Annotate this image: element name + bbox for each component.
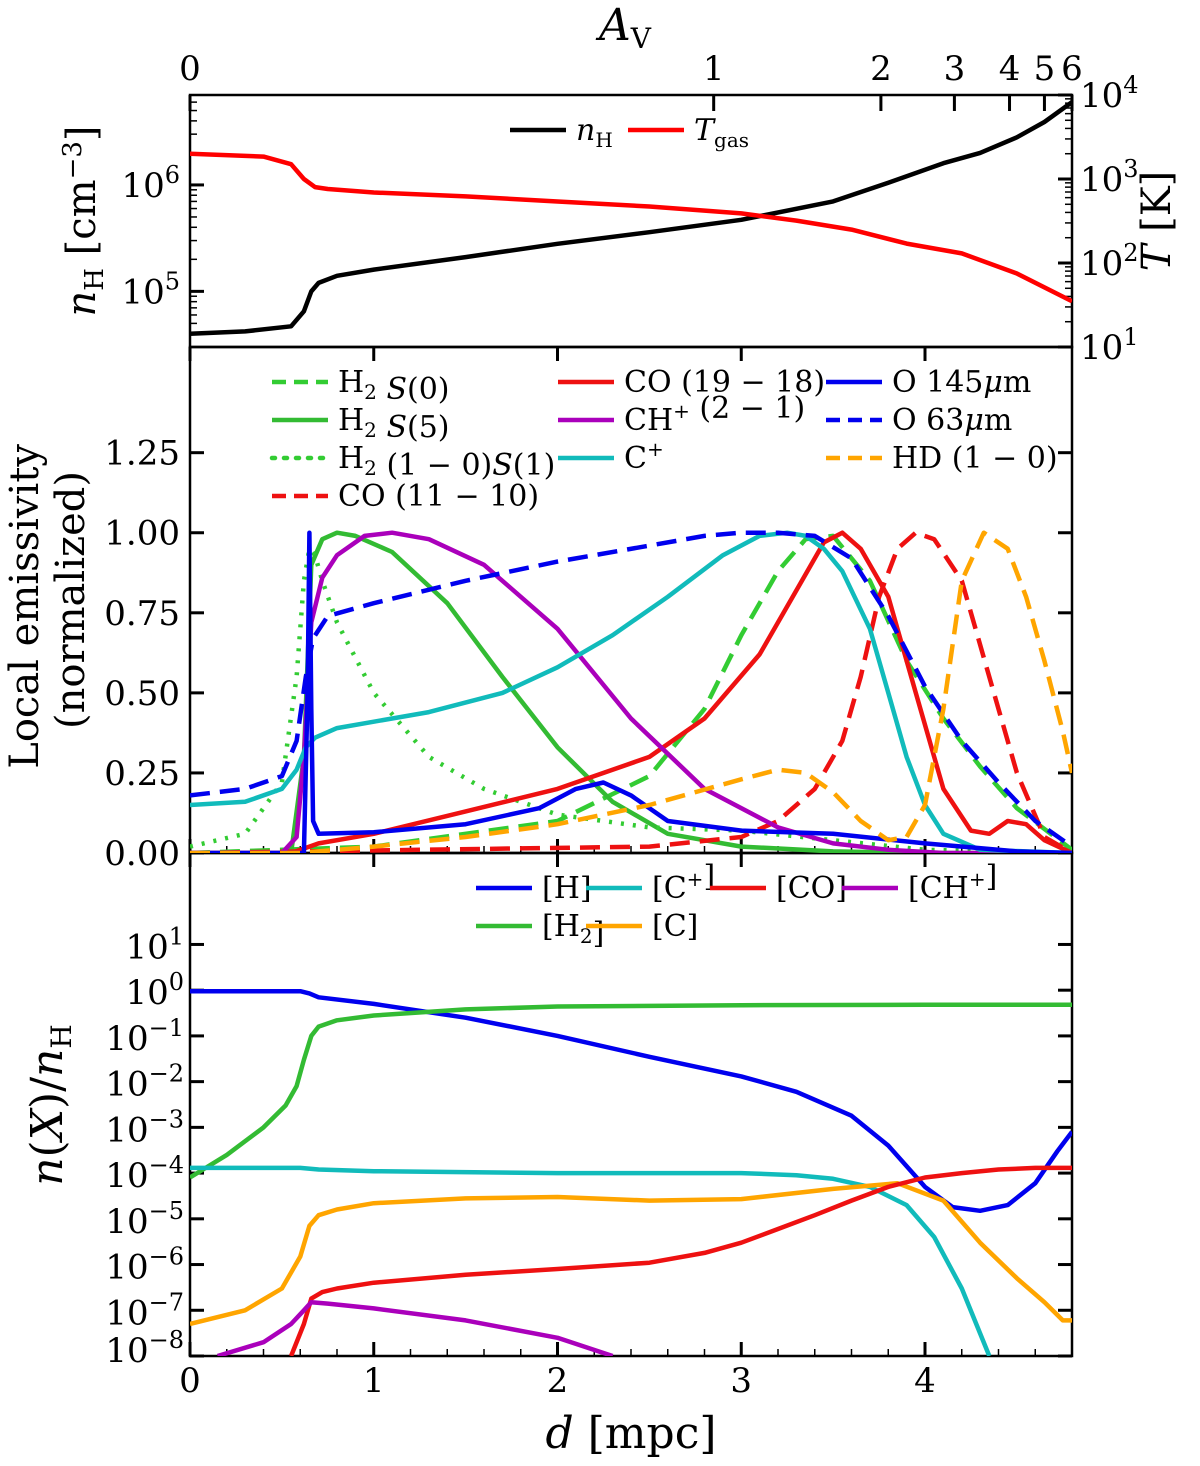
legend-o-145-m-label: O 145μm xyxy=(892,365,1031,400)
axis-ticks xyxy=(188,93,1074,1358)
emis-tick-label: 0.75 xyxy=(104,594,180,634)
bottom-series-co xyxy=(289,1165,1072,1356)
t-tick-label: 102 xyxy=(1080,239,1139,284)
legend-o-63-m-label: O 63μm xyxy=(892,403,1012,438)
legend-co-19-18-label: CO (19 − 18) xyxy=(624,365,825,400)
bottom-series-c xyxy=(190,1165,992,1356)
legend-nh-label: nH xyxy=(576,113,613,152)
av-tick-label: 3 xyxy=(944,49,966,89)
emis-tick-label: 0.25 xyxy=(104,754,180,794)
middle-series-h2-1-0-s-1 xyxy=(190,546,1072,853)
emis-tick-label: 1.25 xyxy=(104,434,180,474)
legend-h2-1-0-s-1-label: H2 (1 − 0)S(1) xyxy=(338,441,555,483)
av-tick-label: 2 xyxy=(870,49,892,89)
x-tick-label: 0 xyxy=(179,1361,201,1401)
middle-legend: H2 S(0)H2 S(5)H2 (1 − 0)S(1)CO (11 − 10)… xyxy=(269,365,1058,514)
bottom-series-ch xyxy=(216,1299,614,1356)
abund-tick-label: 10−1 xyxy=(105,1014,184,1059)
legend-h2-s-0-label: H2 S(0) xyxy=(338,365,450,407)
nh-tick-label: 106 xyxy=(121,161,180,206)
emis-tick-label: 0.00 xyxy=(104,834,180,874)
t-tick-label: 103 xyxy=(1080,155,1139,200)
av-tick-label: 5 xyxy=(1034,49,1056,89)
legend-hd-1-0-label: HD (1 − 0) xyxy=(892,441,1058,476)
bottom-axis-label: n(X)/nH xyxy=(22,1024,78,1186)
abund-tick-label: 10−7 xyxy=(105,1288,184,1333)
bottom-series-h xyxy=(190,988,1072,1214)
top-left-axis-label: nH [cm−3] xyxy=(58,125,110,316)
top-right-axis-label: T [K] xyxy=(1134,171,1180,272)
bottom-legend: [H] [C+] [CO] [CH+] [H2] [C] xyxy=(476,859,997,951)
legend-c-label: [C+] xyxy=(652,859,715,906)
top-panel-curves xyxy=(190,100,1072,336)
top-panel-frame xyxy=(188,93,1074,349)
x-axis-label: d [mpc] xyxy=(545,1408,716,1459)
middle-panel-curves xyxy=(190,530,1072,853)
middle-series-co-19-18 xyxy=(190,530,1072,853)
tick-labels: 0 1 2 3 40 1 2 3 4 5 61051061011021031040.000.250.… xyxy=(104,49,1138,1401)
nh-tick-label: 105 xyxy=(121,267,180,312)
legend-h2-s-5-label: H2 S(5) xyxy=(338,403,450,445)
abund-tick-label: 10−3 xyxy=(105,1105,184,1150)
abund-tick-label: 100 xyxy=(125,968,184,1013)
middle-series-o-63-m xyxy=(190,530,1072,849)
av-tick-label: 6 xyxy=(1061,49,1083,89)
middle-series-hd-1-0 xyxy=(190,530,1072,853)
abund-tick-label: 10−6 xyxy=(105,1243,184,1288)
x-tick-label: 3 xyxy=(730,1361,752,1401)
av-tick-label: 1 xyxy=(703,49,725,89)
bottom-series-c xyxy=(190,1180,1072,1327)
bottom-series-h2 xyxy=(190,1002,1072,1180)
av-tick-label: 0 xyxy=(179,49,201,89)
legend-h-label: [H] xyxy=(542,871,592,906)
legend-co-11-10-label: CO (11 − 10) xyxy=(338,479,539,514)
abund-tick-label: 10−2 xyxy=(105,1060,184,1105)
abund-tick-label: 101 xyxy=(125,922,184,967)
bottom-panel-curves xyxy=(190,988,1072,1356)
top-series-t-gas xyxy=(190,151,1072,304)
x-tick-label: 2 xyxy=(547,1361,569,1401)
top-legend: nH Tgas xyxy=(510,113,749,152)
legend-h2-label: [H2] xyxy=(542,909,604,951)
legend-tgas-label: Tgas xyxy=(694,113,749,152)
top-axis-label: AV xyxy=(595,0,652,55)
legend-ch-label: [CH+] xyxy=(908,859,997,906)
bottom-panel-frame xyxy=(188,851,1074,1358)
top-series-n-h xyxy=(190,100,1072,336)
middle-axis-label: Local emissivity (normalized) xyxy=(2,431,94,768)
t-tick-label: 104 xyxy=(1080,71,1139,116)
emis-tick-label: 1.00 xyxy=(104,514,180,554)
legend-c-label: C+ xyxy=(624,437,664,476)
t-tick-label: 101 xyxy=(1080,323,1139,368)
legend-co-label: [CO] xyxy=(776,871,847,906)
emis-tick-label: 0.50 xyxy=(104,674,180,714)
legend-c-label: [C] xyxy=(652,909,698,944)
av-tick-label: 4 xyxy=(999,49,1021,89)
middle-series-o-145-m xyxy=(190,530,1072,853)
x-tick-label: 4 xyxy=(914,1361,936,1401)
abund-tick-label: 10−5 xyxy=(105,1197,184,1242)
middle-series-ch-2-1 xyxy=(190,530,1072,853)
x-tick-label: 1 xyxy=(363,1361,385,1401)
abund-tick-label: 10−4 xyxy=(105,1151,184,1196)
